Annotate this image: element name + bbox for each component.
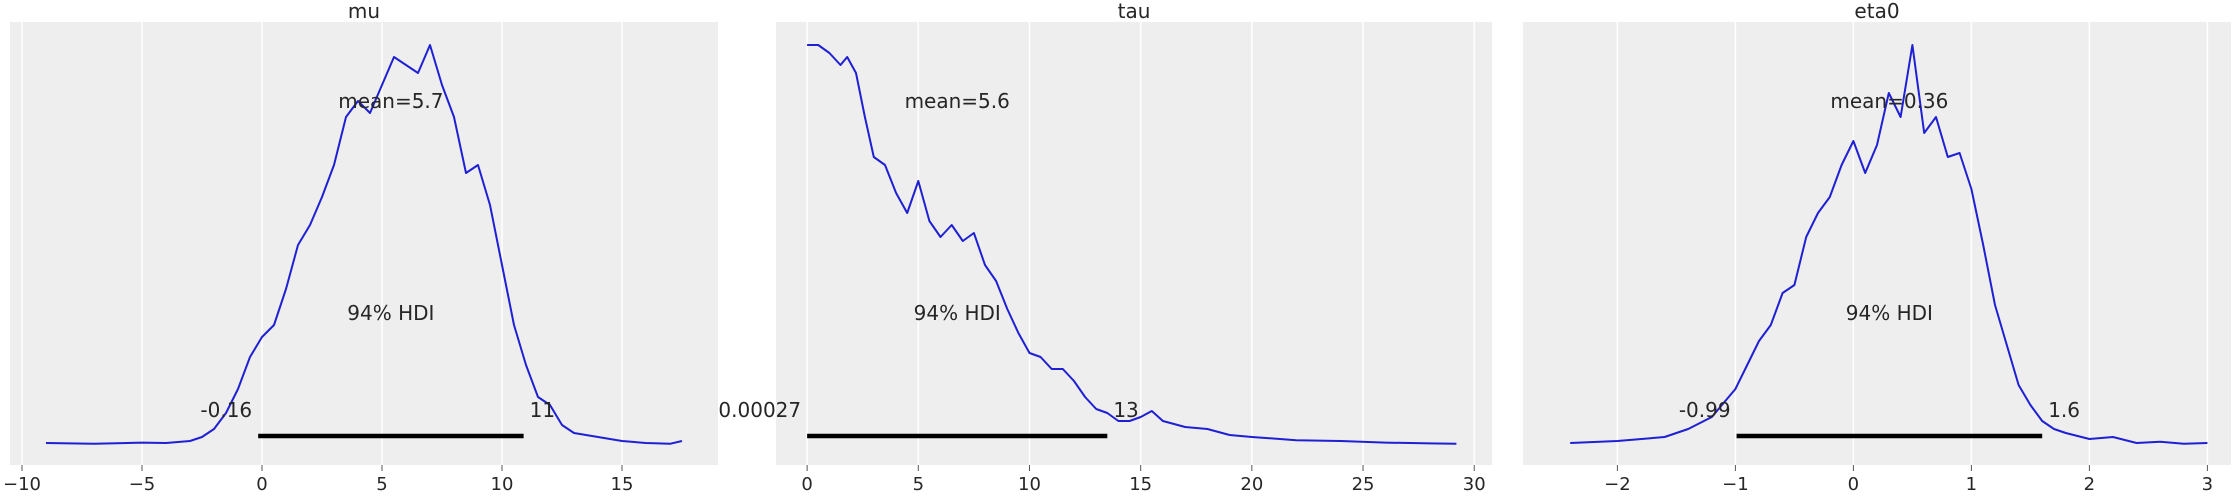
hdi-lower-label: -0.16 <box>200 398 252 422</box>
hdi-upper-label: 11 <box>530 398 555 422</box>
x-tick-label: 10 <box>1018 474 1041 495</box>
x-tick-label: −1 <box>1722 474 1749 495</box>
mean-label: mean=5.6 <box>905 89 1010 113</box>
x-tick-label: −2 <box>1604 474 1631 495</box>
plot-background <box>1523 22 2231 465</box>
x-tick-label: 0 <box>1848 474 1859 495</box>
panel-eta0: −2 −1 0 1 2 3 eta0 mean=0.36 94% HDI -0.99 1.6 <box>1523 0 2231 495</box>
x-tick-label: 25 <box>1352 474 1375 495</box>
density-line <box>45 44 683 445</box>
hdi-label: 94% HDI <box>914 301 1001 325</box>
x-tick-label: 15 <box>1129 474 1152 495</box>
hdi-upper-label: 13 <box>1113 398 1138 422</box>
x-tick-label: 3 <box>2202 474 2213 495</box>
panel-title: mu <box>348 0 380 23</box>
plot-background <box>10 22 718 465</box>
x-tick-label: 0 <box>801 474 812 495</box>
hdi-label: 94% HDI <box>347 301 434 325</box>
x-tick-label: −5 <box>129 474 156 495</box>
x-tick-label: 5 <box>913 474 924 495</box>
panel-mu: −10 −5 0 5 10 15 mu mean=5.7 94% HDI -0.16 11 <box>3 0 718 495</box>
panel-tau: 0 5 10 15 20 25 30 tau mean=5.6 94% HDI 0.00027 13 <box>718 0 1492 495</box>
panel-title: tau <box>1118 0 1151 23</box>
mean-label: mean=5.7 <box>338 89 443 113</box>
x-tick-label: −10 <box>3 474 41 495</box>
hdi-lower-label: -0.99 <box>1679 398 1731 422</box>
panel-title: eta0 <box>1854 0 1899 23</box>
density-line <box>807 44 1457 445</box>
hdi-upper-label: 1.6 <box>2048 398 2080 422</box>
density-line <box>1570 44 2208 445</box>
hdi-lower-label: 0.00027 <box>718 398 801 422</box>
x-tick-label: 5 <box>376 474 387 495</box>
x-tick-label: 15 <box>611 474 634 495</box>
hdi-label: 94% HDI <box>1846 301 1933 325</box>
x-tick-label: 2 <box>2084 474 2095 495</box>
x-tick-label: 30 <box>1463 474 1486 495</box>
x-tick-label: 1 <box>1966 474 1977 495</box>
mean-label: mean=0.36 <box>1830 89 1948 113</box>
x-tick-label: 20 <box>1240 474 1263 495</box>
x-tick-label: 0 <box>256 474 267 495</box>
plot-background <box>776 22 1492 465</box>
x-tick-label: 10 <box>491 474 514 495</box>
